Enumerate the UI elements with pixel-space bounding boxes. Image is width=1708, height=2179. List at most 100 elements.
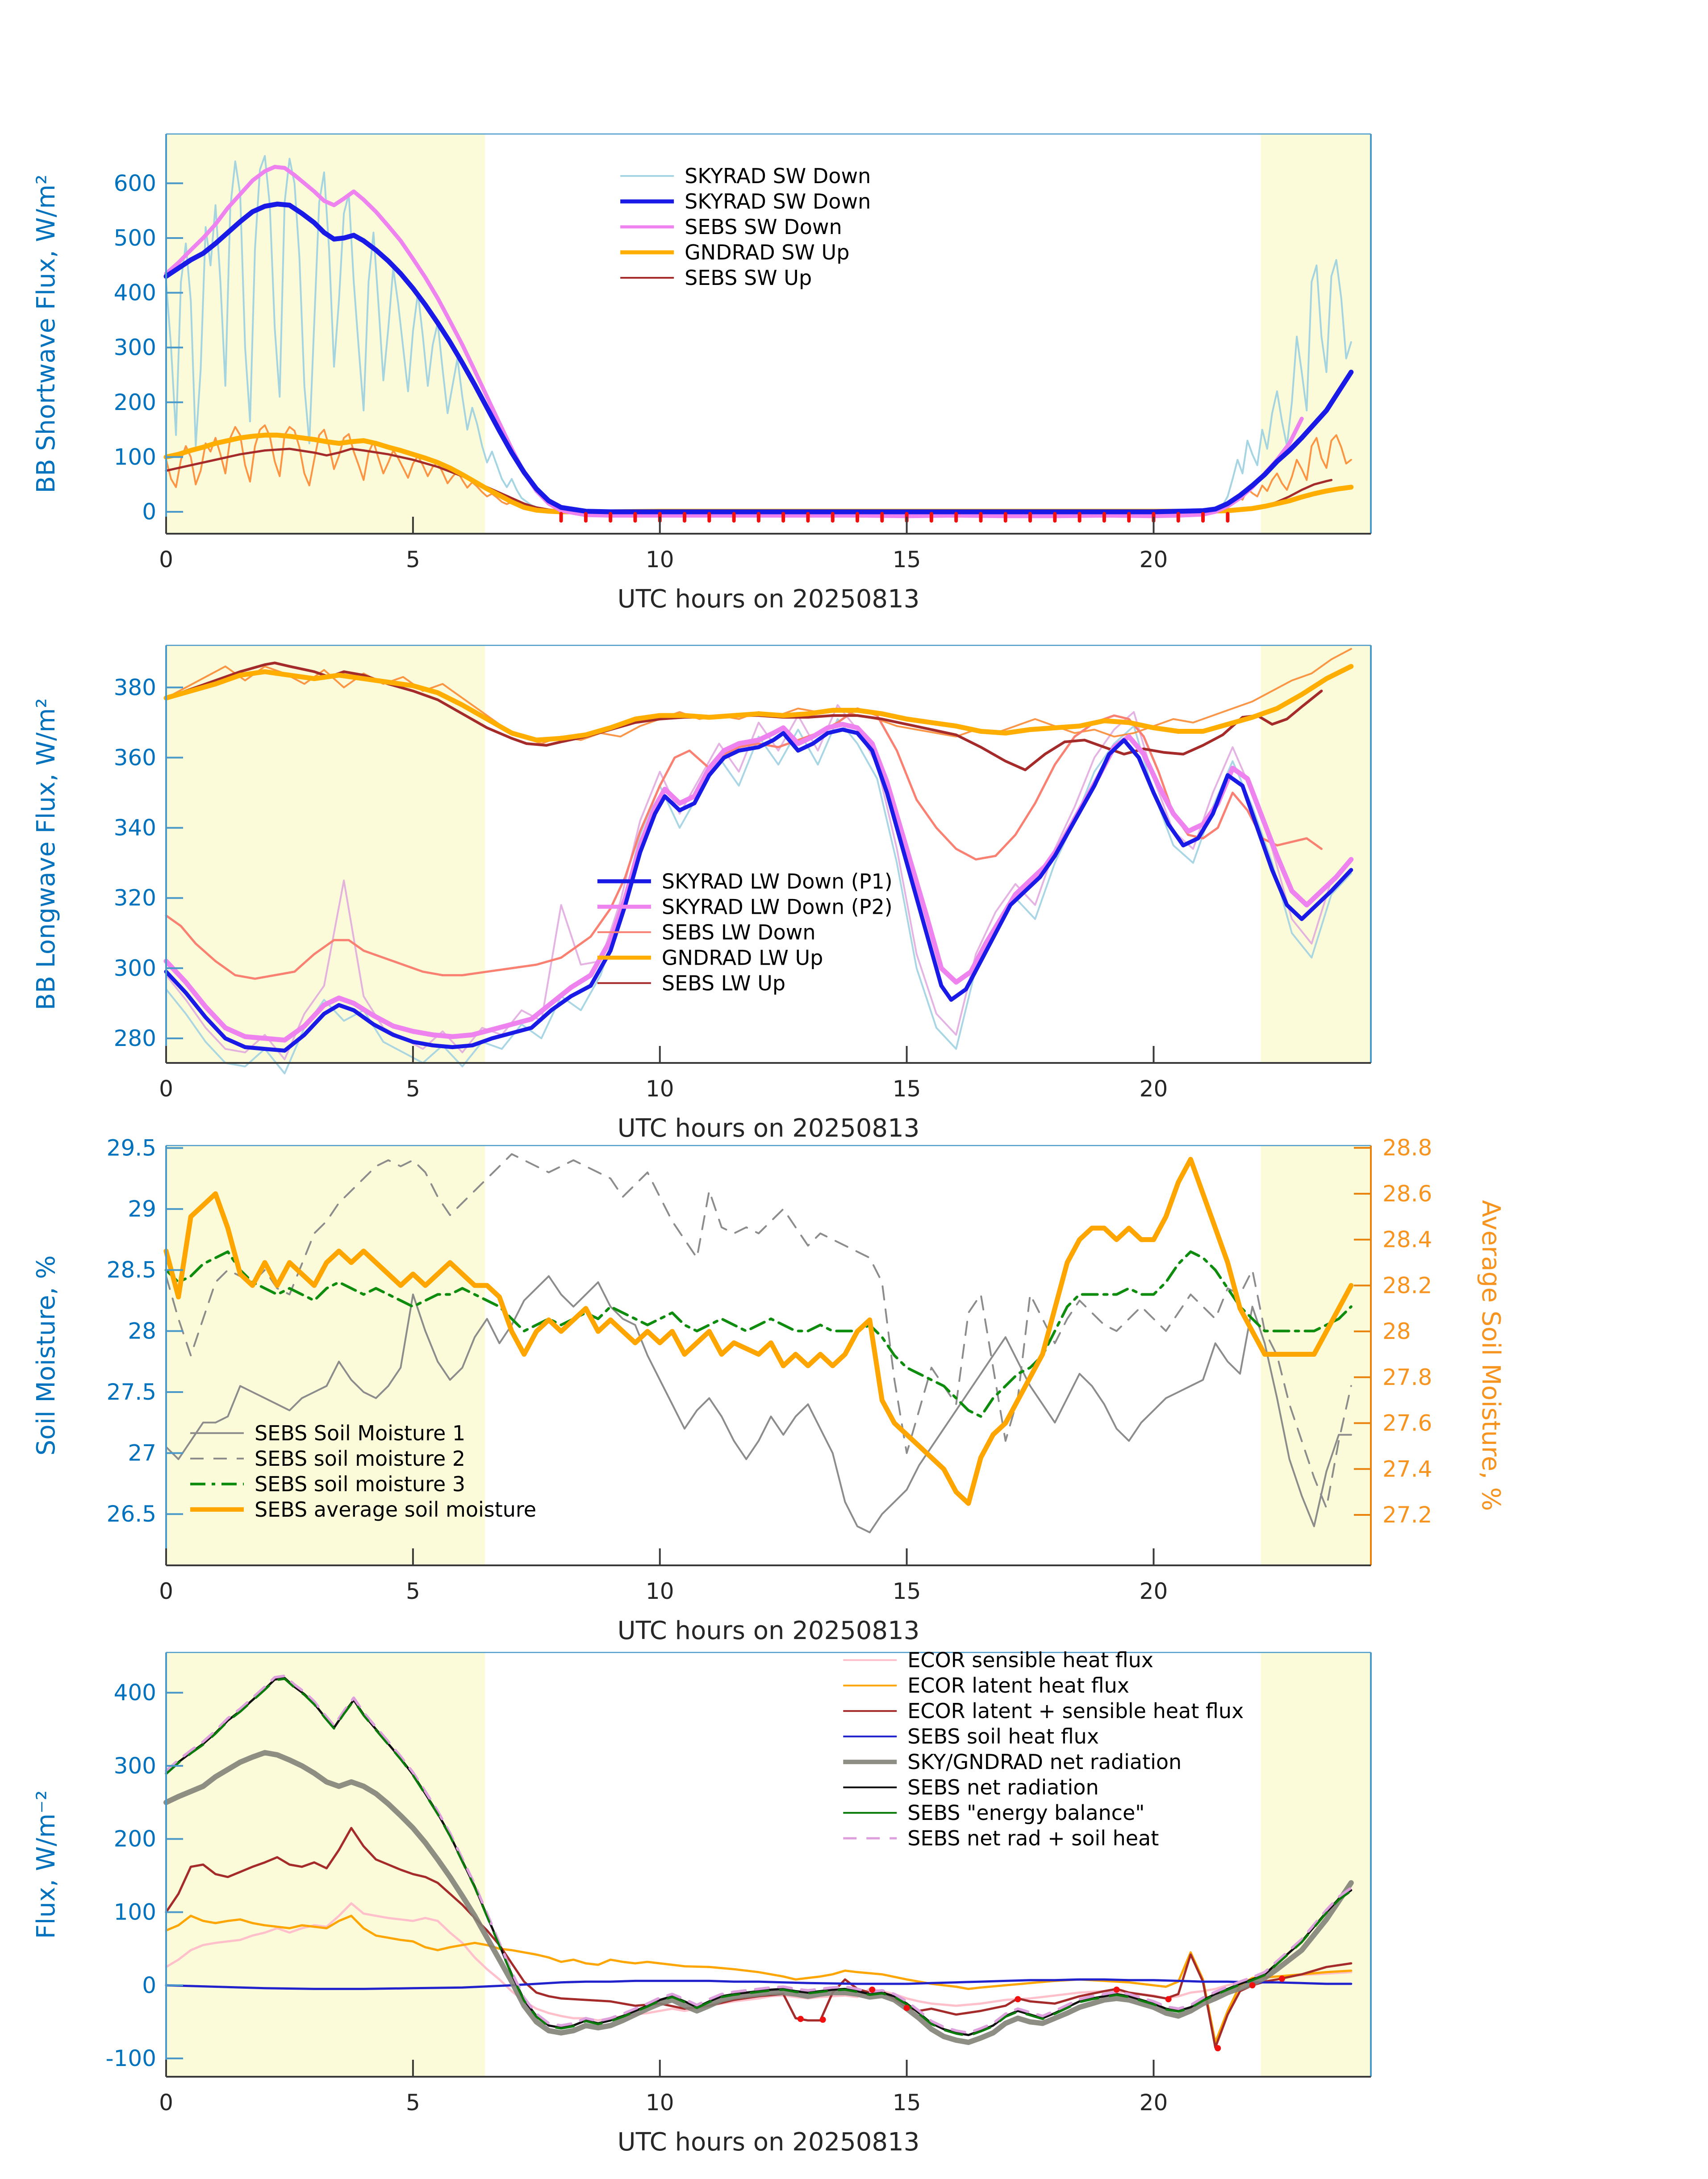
y-tick-label: 380 bbox=[114, 674, 156, 700]
y-tick-label: 300 bbox=[114, 1753, 156, 1779]
series-sebs-soil-moisture-2 bbox=[165, 1153, 1352, 1509]
legend-entry: ECOR latent + sensible heat flux bbox=[843, 1699, 1244, 1723]
y-tick-label: 500 bbox=[114, 225, 156, 251]
legend-entry: SEBS LW Up bbox=[597, 971, 785, 995]
x-tick-label: 15 bbox=[893, 2090, 921, 2116]
y-right-tick-label: 28.6 bbox=[1382, 1181, 1432, 1207]
legend-entry: ECOR latent heat flux bbox=[843, 1673, 1129, 1698]
y-tick-label: 300 bbox=[114, 335, 156, 360]
y-axis-label: BB Shortwave Flux, W/m² bbox=[32, 175, 61, 494]
series-gndrad-sw-up-raw bbox=[165, 424, 1352, 513]
legend-label: SEBS average soil moisture bbox=[255, 1497, 536, 1522]
x-axis-label: UTC hours on 20250813 bbox=[618, 1616, 920, 1645]
x-tick-label: 0 bbox=[159, 1578, 173, 1604]
legend-entry: SEBS soil heat flux bbox=[843, 1724, 1099, 1748]
night-band-2 bbox=[1261, 645, 1371, 1063]
legend-label: SEBS soil moisture 3 bbox=[255, 1472, 465, 1496]
y-right-axis-label: Average Soil Moisture, % bbox=[1476, 1200, 1505, 1511]
series-sky-gndrad-net-radiation bbox=[163, 1750, 1354, 2045]
x-tick-label: 0 bbox=[159, 547, 173, 573]
y-tick-label: 100 bbox=[114, 444, 156, 470]
y-tick-label: 200 bbox=[114, 1826, 156, 1852]
series-skyrad-sw-down bbox=[163, 201, 1354, 514]
legend-label: SEBS LW Down bbox=[662, 920, 816, 944]
marker-qc-dots bbox=[1113, 1987, 1120, 1993]
legend-entry: SKYRAD LW Down (P1) bbox=[597, 869, 893, 893]
legend-entry: SKYRAD LW Down (P2) bbox=[597, 895, 893, 919]
marker-qc-dots bbox=[869, 1987, 876, 1993]
night-band-2 bbox=[1261, 134, 1371, 534]
night-band-1 bbox=[166, 1652, 485, 2077]
y-right-tick-label: 28 bbox=[1382, 1318, 1411, 1344]
legend-entry: SEBS net rad + soil heat bbox=[843, 1826, 1159, 1850]
y-right-tick-label: 27.4 bbox=[1382, 1456, 1432, 1482]
marker-qc-dots bbox=[903, 2005, 910, 2012]
x-tick-label: 0 bbox=[159, 1076, 173, 1102]
y-right-tick-label: 28.4 bbox=[1382, 1227, 1432, 1253]
series-sebs-net-rad-plus-soil-heat bbox=[165, 1674, 1353, 2034]
legend-label: SKY/GNDRAD net radiation bbox=[907, 1750, 1182, 1774]
y-tick-label: 0 bbox=[142, 499, 156, 525]
legend-label: SEBS soil heat flux bbox=[907, 1724, 1099, 1748]
y-tick-label: 360 bbox=[114, 744, 156, 770]
x-tick-label: 20 bbox=[1140, 2090, 1168, 2116]
y-right-tick-label: 27.6 bbox=[1382, 1410, 1432, 1436]
y-tick-label: 0 bbox=[142, 1972, 156, 1998]
marker-qc-dots bbox=[1278, 1975, 1285, 1982]
legend-label: SEBS soil moisture 2 bbox=[255, 1447, 465, 1471]
legend-entry: SKYRAD SW Down bbox=[620, 189, 871, 213]
x-tick-label: 5 bbox=[406, 2090, 420, 2116]
legend-label: SEBS net rad + soil heat bbox=[907, 1826, 1159, 1850]
marker-qc-dots bbox=[1249, 1982, 1256, 1989]
legend-label: SKYRAD SW Down bbox=[685, 164, 871, 188]
x-tick-label: 20 bbox=[1140, 1578, 1168, 1604]
legend-entry: GNDRAD LW Up bbox=[597, 945, 823, 970]
panel-soil-moisture: 26.5 27 27.5 28 28.5 29 29.5 27.2 27.4 27.6 27.8 28… bbox=[32, 1135, 1505, 1645]
legend-label: SKYRAD LW Down (P2) bbox=[662, 895, 893, 919]
legend-label: SEBS Soil Moisture 1 bbox=[255, 1421, 465, 1445]
legend-entry: SEBS "energy balance" bbox=[843, 1801, 1144, 1825]
legend-entry: SEBS SW Down bbox=[620, 215, 842, 239]
legend: SKYRAD LW Down (P1)SKYRAD LW Down (P2)SE… bbox=[597, 869, 893, 995]
legend-entry: SEBS net radiation bbox=[843, 1775, 1099, 1799]
y-tick-label: 26.5 bbox=[107, 1501, 156, 1527]
y-axis-label: BB Longwave Flux, W/m² bbox=[32, 698, 61, 1010]
series-sebs-average-soil-moisture bbox=[163, 1157, 1354, 1506]
legend-label: GNDRAD LW Up bbox=[662, 945, 823, 970]
x-tick-label: 10 bbox=[646, 1578, 674, 1604]
marker-qc-dots bbox=[1015, 1996, 1021, 2003]
x-tick-label: 5 bbox=[406, 1076, 420, 1102]
legend-label: ECOR sensible heat flux bbox=[907, 1648, 1153, 1672]
legend-entry: GNDRAD SW Up bbox=[620, 240, 849, 264]
x-tick-label: 0 bbox=[159, 2090, 173, 2116]
x-tick-label: 5 bbox=[406, 1578, 420, 1604]
y-right-tick-label: 28.8 bbox=[1382, 1135, 1432, 1161]
panel-bb-shortwave-flux: 0 100 200 300 400 500 600 0 5 10 15 20 UTC hours on … bbox=[32, 133, 1372, 614]
series-skyrad-lw-p2 bbox=[163, 722, 1354, 1043]
x-tick-label: 10 bbox=[646, 2090, 674, 2116]
x-tick-label: 5 bbox=[406, 547, 420, 573]
legend-label: SEBS LW Up bbox=[662, 971, 785, 995]
y-tick-label: 28.5 bbox=[107, 1257, 156, 1283]
y-axis-label: Flux, W/m⁻² bbox=[32, 1790, 61, 1939]
legend-label: SKYRAD LW Down (P1) bbox=[662, 869, 893, 893]
series-gndrad-lw-up bbox=[163, 664, 1354, 743]
y-tick-label: 340 bbox=[114, 815, 156, 841]
x-axis-label: UTC hours on 20250813 bbox=[618, 2128, 920, 2157]
y-tick-label: 28 bbox=[128, 1318, 156, 1344]
legend-entry: ECOR sensible heat flux bbox=[843, 1648, 1153, 1672]
y-tick-label: 29.5 bbox=[107, 1135, 156, 1161]
legend-entry: SEBS LW Down bbox=[597, 920, 816, 944]
marker-qc-dots bbox=[1165, 1996, 1172, 2003]
series-skyrad-lw-p1 bbox=[164, 728, 1353, 1053]
legend-entry: SEBS soil moisture 2 bbox=[190, 1447, 465, 1471]
series-ecor-latent-heat-flux bbox=[165, 1915, 1353, 2044]
legend-label: SEBS "energy balance" bbox=[907, 1801, 1144, 1825]
x-tick-label: 10 bbox=[646, 547, 674, 573]
x-axis-label: UTC hours on 20250813 bbox=[618, 1114, 920, 1143]
series-gndrad-sw-up bbox=[163, 432, 1354, 514]
